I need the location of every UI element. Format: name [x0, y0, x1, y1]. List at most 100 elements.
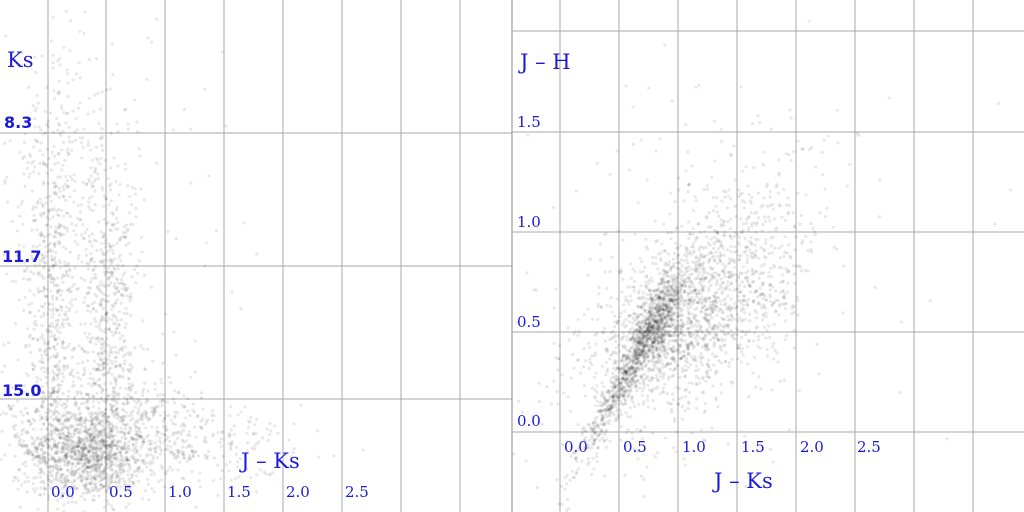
data-point — [104, 459, 108, 463]
data-point — [76, 106, 80, 110]
data-point — [108, 443, 112, 447]
data-point — [13, 434, 17, 438]
data-point — [611, 372, 615, 376]
data-point — [57, 449, 61, 453]
data-point — [590, 442, 595, 446]
data-point — [93, 272, 97, 277]
data-point — [62, 441, 66, 445]
data-point — [85, 464, 89, 468]
data-point — [628, 384, 632, 388]
data-point — [123, 433, 127, 438]
data-point — [249, 415, 253, 419]
data-point — [108, 451, 112, 455]
data-point — [35, 93, 39, 97]
data-point — [642, 315, 646, 319]
data-point — [649, 379, 653, 383]
data-point — [53, 162, 57, 166]
data-point — [81, 464, 86, 468]
data-point — [631, 326, 635, 330]
data-point — [89, 464, 93, 468]
data-point — [116, 439, 120, 443]
data-point — [205, 457, 209, 461]
data-point — [678, 375, 682, 379]
data-point — [176, 468, 180, 472]
data-point — [54, 475, 59, 479]
data-point — [96, 352, 100, 356]
data-point — [99, 447, 103, 451]
data-point — [114, 350, 118, 354]
data-point — [58, 464, 62, 469]
data-point — [662, 372, 666, 376]
data-point — [19, 410, 23, 414]
data-point — [68, 306, 72, 310]
data-point — [16, 205, 20, 209]
data-point — [74, 487, 78, 491]
data-point — [49, 334, 53, 338]
data-point — [51, 486, 55, 490]
data-point — [87, 382, 91, 386]
data-point — [114, 208, 118, 212]
data-point — [112, 389, 117, 393]
data-point — [109, 476, 113, 480]
data-point — [630, 376, 635, 380]
data-point — [80, 384, 84, 388]
data-point — [90, 439, 94, 443]
data-point — [53, 451, 58, 455]
data-point — [139, 435, 143, 439]
data-point — [117, 351, 121, 355]
data-point — [137, 465, 141, 469]
data-point — [116, 130, 120, 134]
data-point — [72, 347, 76, 351]
data-point — [58, 474, 63, 479]
data-point — [107, 423, 111, 427]
data-point — [90, 422, 94, 426]
data-point — [46, 437, 50, 441]
data-point — [65, 434, 69, 438]
data-point — [70, 462, 74, 466]
data-point — [94, 441, 98, 445]
data-point — [151, 454, 155, 458]
data-point — [608, 357, 612, 361]
data-point — [62, 195, 66, 199]
data-point — [94, 428, 99, 433]
data-point — [60, 289, 64, 293]
data-point — [134, 444, 138, 448]
data-point — [106, 316, 111, 320]
data-point — [91, 430, 95, 434]
data-point — [87, 411, 91, 416]
data-point — [80, 424, 84, 429]
data-point — [152, 447, 156, 451]
data-point — [206, 418, 210, 422]
data-point — [210, 434, 214, 438]
data-point — [51, 312, 55, 316]
data-point — [229, 428, 233, 432]
data-point — [41, 153, 45, 157]
data-point — [46, 312, 50, 316]
data-point — [623, 309, 627, 313]
data-point — [110, 480, 114, 484]
data-point — [43, 294, 47, 298]
data-point — [203, 87, 207, 91]
data-point — [79, 473, 83, 477]
data-point — [29, 421, 34, 425]
data-point — [55, 428, 59, 432]
data-point — [591, 456, 595, 460]
data-point — [142, 458, 146, 462]
data-point — [11, 414, 15, 418]
data-point — [131, 437, 135, 441]
data-point — [68, 480, 72, 484]
data-point — [88, 376, 92, 380]
data-point — [137, 407, 141, 411]
data-point — [27, 343, 31, 347]
data-point — [255, 473, 259, 477]
data-point — [63, 425, 67, 429]
data-point — [60, 457, 64, 461]
data-point — [62, 459, 66, 463]
data-point — [105, 475, 109, 479]
data-point — [246, 441, 250, 445]
data-point — [237, 475, 241, 479]
data-point — [84, 454, 88, 458]
data-point — [68, 433, 72, 437]
data-point — [85, 309, 90, 313]
data-point — [94, 485, 98, 489]
